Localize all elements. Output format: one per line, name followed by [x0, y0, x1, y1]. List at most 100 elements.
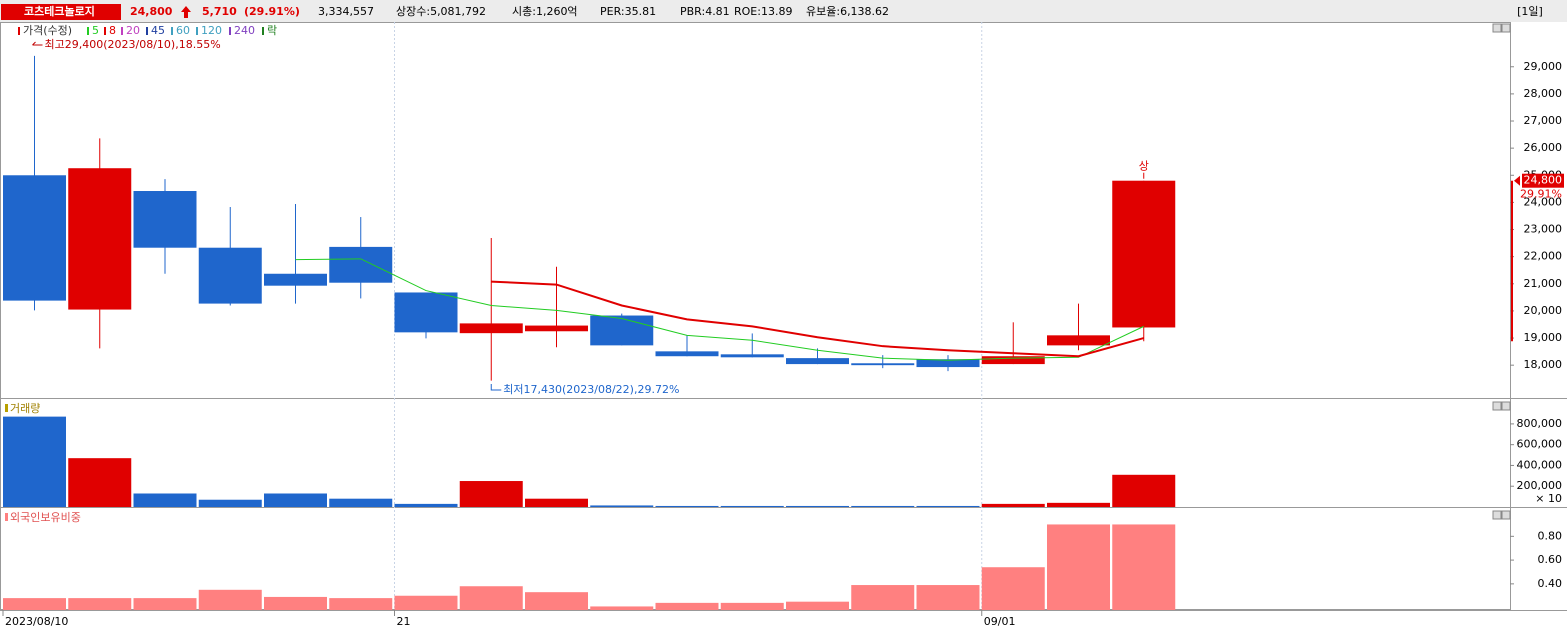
bar: [198, 499, 262, 507]
panel-button: [1501, 401, 1511, 411]
bar: [68, 458, 132, 507]
header-bar: [0, 0, 1567, 22]
bar: [590, 606, 654, 610]
bar: [133, 493, 197, 507]
bar: [394, 595, 458, 610]
low-annotation: 최저17,430(2023/08/22),29.72%: [503, 383, 679, 396]
bar: [916, 505, 980, 507]
bar: [329, 598, 393, 610]
bar: [459, 481, 523, 507]
legend-swatch: [104, 27, 106, 35]
bar: [720, 602, 784, 610]
bar: [590, 505, 654, 507]
reserve: 유보율:6,138.62: [806, 5, 889, 18]
y-tick-label: 200,000: [1517, 479, 1563, 492]
legend-swatch: [196, 27, 198, 35]
volume: 3,334,557: [318, 5, 374, 18]
bar: [851, 585, 915, 610]
market-cap: 시총:1,260억: [512, 5, 578, 18]
bar: [525, 592, 588, 610]
bar: [525, 498, 588, 507]
bar: [329, 498, 393, 507]
bar: [3, 416, 66, 507]
bar: [264, 493, 327, 507]
stock-name: 코츠테크놀로지: [24, 4, 95, 18]
bar: [1112, 474, 1176, 507]
candle-body: [133, 191, 197, 248]
legend-swatch: [87, 27, 89, 35]
last-change: 29.91%: [1520, 188, 1562, 201]
y-tick-label: 22,000: [1524, 250, 1563, 263]
candle-body: [981, 356, 1045, 365]
bar: [394, 503, 458, 507]
bar: [786, 601, 849, 610]
period[interactable]: [1일]: [1517, 4, 1543, 18]
candle-body: [786, 358, 849, 365]
bar: [720, 505, 784, 507]
high-annotation: 최고29,400(2023/08/10),18.55%: [45, 38, 221, 51]
y-tick-label: 18,000: [1524, 358, 1563, 371]
bar: [851, 505, 915, 507]
x-tick-label: 09/01: [984, 615, 1016, 628]
ma-line: [295, 258, 1144, 361]
candle-body: [1047, 335, 1110, 346]
change: 5,710: [202, 5, 237, 18]
bar: [459, 586, 523, 610]
bar: [786, 505, 849, 507]
panel-button: [1492, 401, 1502, 411]
legend-entry: 240: [234, 24, 255, 37]
panel-button: [1492, 23, 1502, 33]
unit-note: × 10: [1535, 492, 1562, 505]
candle-body: [394, 292, 458, 333]
y-tick-label: 26,000: [1524, 141, 1563, 154]
last-price: 24,800: [1524, 174, 1563, 187]
bar: [1047, 502, 1110, 507]
pbr: PBR:4.81: [680, 5, 730, 18]
legend-entry: 8: [109, 24, 116, 37]
y-tick-label: 19,000: [1524, 331, 1563, 344]
bar: [198, 589, 262, 610]
candle-body: [590, 315, 654, 346]
candle-body: [68, 168, 132, 310]
y-tick-label: 600,000: [1517, 438, 1563, 451]
legend-entry: 5: [92, 24, 99, 37]
legend-entry: 60: [176, 24, 190, 37]
candle-body: [916, 359, 980, 368]
high-arrow: [32, 41, 43, 46]
y-tick-label: 21,000: [1524, 277, 1563, 290]
panel-button: [1492, 510, 1502, 520]
legend-swatch: [146, 27, 148, 35]
candle-body: [655, 351, 719, 357]
y-tick-label: 400,000: [1517, 458, 1563, 471]
legend-entry: 20: [126, 24, 140, 37]
bar: [655, 505, 719, 507]
roe: ROE:13.89: [734, 5, 792, 18]
limit-up-mark: 상: [1139, 160, 1149, 173]
panel-marker: [5, 513, 8, 521]
y-tick-label: 800,000: [1517, 417, 1563, 430]
candle-body: [1112, 180, 1176, 328]
candle-body: [264, 273, 327, 286]
change-pct: (29.91%): [244, 5, 300, 18]
low-arrow: [490, 384, 502, 391]
y-tick-label: 27,000: [1524, 114, 1563, 127]
bar: [68, 598, 132, 610]
bar: [916, 585, 980, 610]
candle-body: [329, 246, 393, 283]
bar: [981, 503, 1045, 507]
bar: [1112, 524, 1176, 610]
panel-button: [1501, 510, 1511, 520]
candle-body: [851, 363, 915, 366]
bar: [1047, 524, 1110, 610]
legend-swatch: [262, 27, 264, 35]
candle-body: [525, 325, 588, 332]
bar: [264, 596, 327, 610]
legend-swatch: [171, 27, 173, 35]
up-arrow: [181, 6, 191, 18]
y-tick-label: 23,000: [1524, 223, 1563, 236]
y-tick-label: 0.40: [1538, 577, 1563, 590]
plot-frame: [0, 22, 1511, 610]
panel-button: [1501, 23, 1511, 33]
x-tick-label: 21: [397, 615, 411, 628]
